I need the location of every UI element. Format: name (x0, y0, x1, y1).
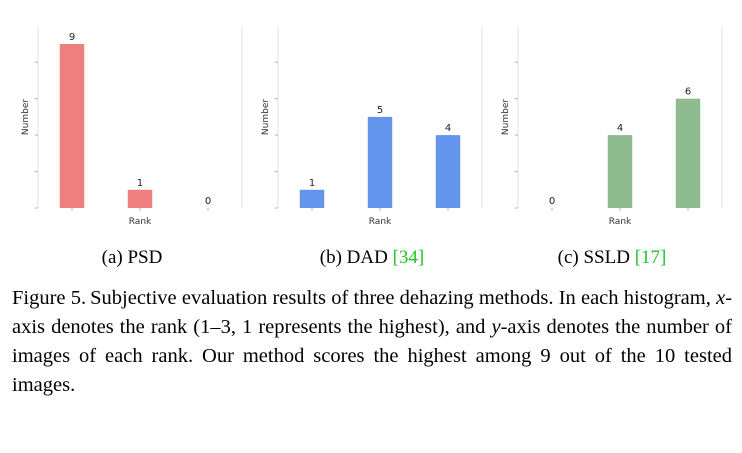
y-axis-label: Number (501, 99, 511, 135)
bar (607, 135, 633, 208)
data-label: 4 (617, 123, 623, 134)
subcaption-psd: (a) PSD (12, 247, 252, 269)
data-label: 1 (309, 178, 315, 189)
y-variable: y (491, 316, 501, 338)
subcaption-ssld: (c) SSLD [17] (492, 247, 732, 269)
chart-panel-psd: Number 9 1 0 Rank (18, 18, 248, 236)
bar (127, 189, 153, 208)
bar (59, 44, 85, 208)
data-label: 4 (445, 123, 451, 134)
bar (367, 116, 393, 208)
bar (675, 98, 701, 208)
citation-link[interactable]: [17] (634, 247, 667, 268)
caption-text: Subjective evaluation results of three d… (90, 287, 717, 309)
chart-ssld: Number 0 4 6 Rank (501, 26, 723, 227)
caption-text: -axis denotes the rank (1–3, 1 represent… (12, 287, 733, 338)
citation-link[interactable]: [34] (392, 247, 425, 268)
data-label: 5 (377, 105, 383, 116)
data-label: 9 (69, 32, 75, 43)
figure-label: Figure 5. (12, 287, 87, 309)
y-axis-label: Number (261, 99, 271, 135)
x-variable: x (716, 287, 726, 309)
chart-panel-dad: Number 1 5 4 Rank (258, 18, 488, 236)
data-label: 0 (549, 196, 555, 207)
data-label: 0 (205, 196, 211, 207)
subcaption-text: (b) DAD (319, 247, 388, 268)
x-axis-label: Rank (129, 217, 152, 227)
bar (299, 189, 325, 208)
figure-caption: Figure 5. Subjective evaluation results o… (12, 284, 732, 400)
data-label: 6 (685, 87, 691, 98)
chart-panel-ssld: Number 0 4 6 Rank (498, 18, 728, 236)
subcaption-text: (c) SSLD (557, 247, 630, 268)
y-axis-label: Number (21, 99, 31, 135)
x-axis-label: Rank (369, 217, 392, 227)
subcaption-text: (a) PSD (101, 247, 163, 268)
caption-text: -axis denotes the number of images of ea… (12, 316, 733, 396)
data-label: 1 (137, 178, 143, 189)
x-axis-label: Rank (609, 217, 632, 227)
bar (435, 135, 461, 208)
subcaption-dad: (b) DAD [34] (252, 247, 492, 269)
chart-dad: Number 1 5 4 Rank (261, 26, 483, 227)
chart-psd: Number 9 1 0 Rank (21, 26, 243, 227)
